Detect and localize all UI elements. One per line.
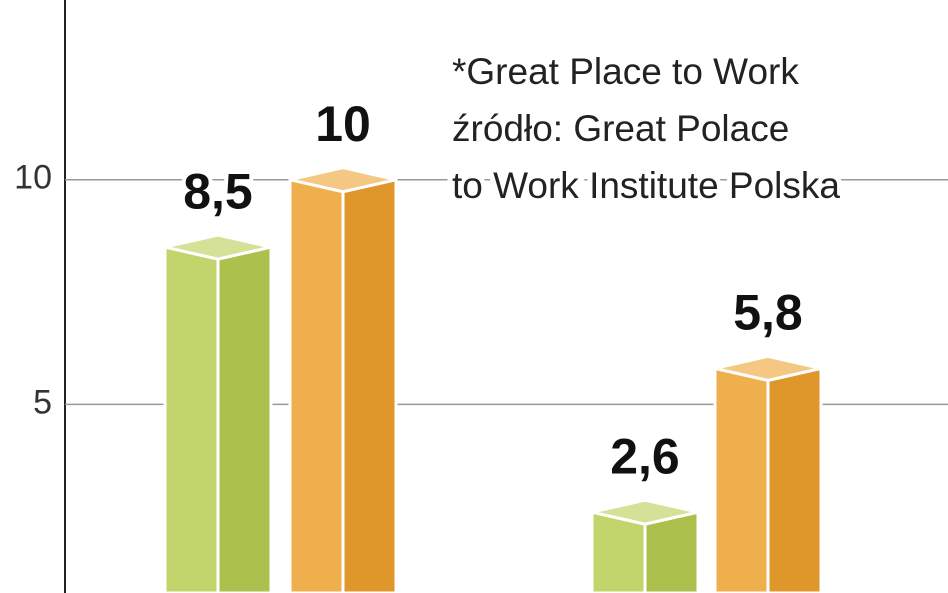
bar-face-left — [288, 177, 345, 593]
bar-top — [591, 498, 699, 526]
bar-face-right — [643, 510, 700, 593]
annotation: *Great Place to Work — [452, 51, 799, 92]
value-label: 8,5 — [183, 163, 253, 219]
bar-face-left — [163, 245, 220, 593]
y-tick-label: 5 — [33, 383, 52, 421]
value-label: 10 — [315, 96, 371, 152]
bar-face-right — [216, 245, 273, 593]
value-label: 2,6 — [610, 428, 680, 484]
bar — [713, 354, 823, 593]
bar-face-right — [766, 366, 823, 593]
bar — [163, 233, 273, 593]
bar-face-right — [341, 177, 398, 593]
bar-top — [289, 166, 397, 194]
bar-top — [714, 354, 822, 382]
bar-top — [164, 233, 272, 261]
bar-face-left — [713, 366, 770, 593]
annotation: to Work Institute Polska — [452, 165, 840, 206]
bar-face-left — [590, 510, 647, 593]
bar — [590, 498, 700, 593]
y-tick-label: 10 — [14, 159, 52, 197]
value-label: 5,8 — [733, 285, 803, 341]
annotation: źródło: Great Polace — [452, 108, 789, 149]
bar — [288, 166, 398, 593]
